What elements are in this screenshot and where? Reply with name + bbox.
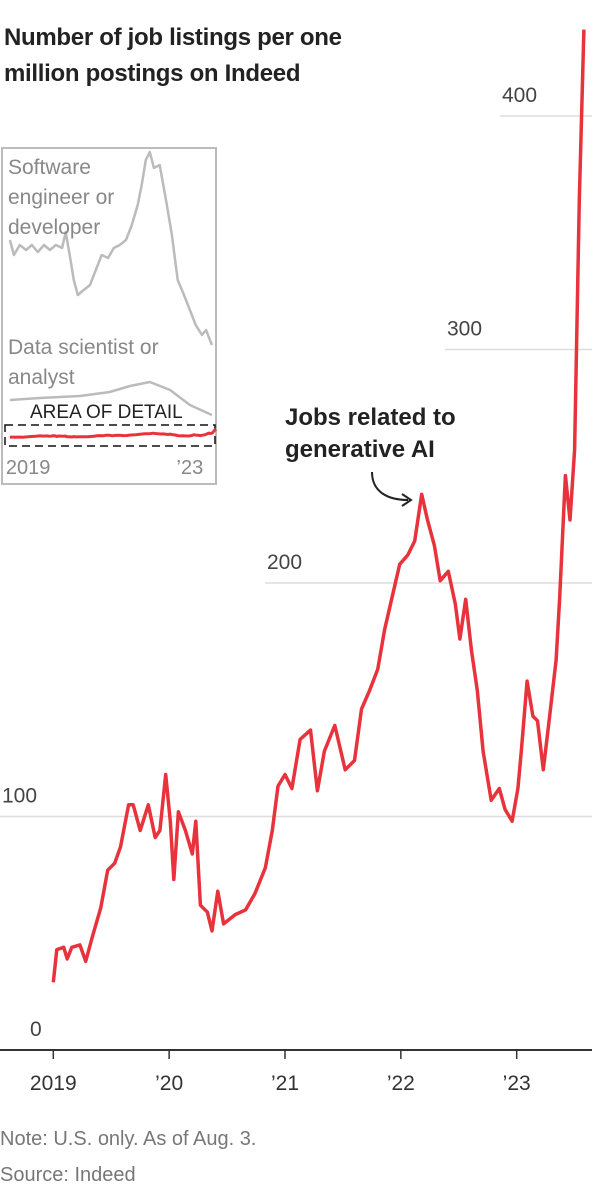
- x-tick-label: ’22: [387, 1072, 415, 1095]
- data-line: [9, 428, 217, 439]
- inset-frame: [1, 147, 217, 485]
- x-tick-label: 2019: [30, 1072, 77, 1095]
- inset-plot: 2019 ’23: [6, 150, 217, 479]
- y-tick-label: 400: [502, 84, 537, 107]
- annotation-arrow: [371, 471, 409, 501]
- y-tick-label: 0: [30, 1018, 42, 1041]
- inset-x-tick-label: ’23: [177, 457, 204, 479]
- data-line: [8, 150, 214, 346]
- y-tick-label: 200: [267, 551, 302, 574]
- chart-title: Number of job listings per one million p…: [4, 24, 342, 87]
- arrow-head: [401, 493, 413, 507]
- x-tick-label: ’21: [271, 1072, 299, 1095]
- inset-series-label: Software engineer or developer: [8, 156, 115, 239]
- inset-x-tick-label: 2019: [6, 457, 51, 479]
- x-tick-label: ’20: [155, 1072, 183, 1095]
- detail-box: [4, 424, 216, 447]
- x-tick-label: ’23: [503, 1072, 531, 1095]
- y-tick-label: 300: [447, 318, 482, 341]
- source: Source: Indeed: [0, 1164, 136, 1186]
- inset-annotation: AREA OF DETAIL: [30, 402, 183, 423]
- note: Note: U.S. only. As of Aug. 3.: [0, 1128, 257, 1150]
- inset-series-label: Data scientist or analyst: [8, 336, 159, 389]
- main-plot: 0 100 200 300 400 2019 ’20 ’21 ’22 ’23: [0, 29, 592, 1095]
- y-tick-label: 100: [2, 785, 37, 808]
- data-line: [51, 29, 586, 983]
- data-line: [9, 380, 213, 417]
- series-annotation: Jobs related to generative AI: [285, 404, 456, 463]
